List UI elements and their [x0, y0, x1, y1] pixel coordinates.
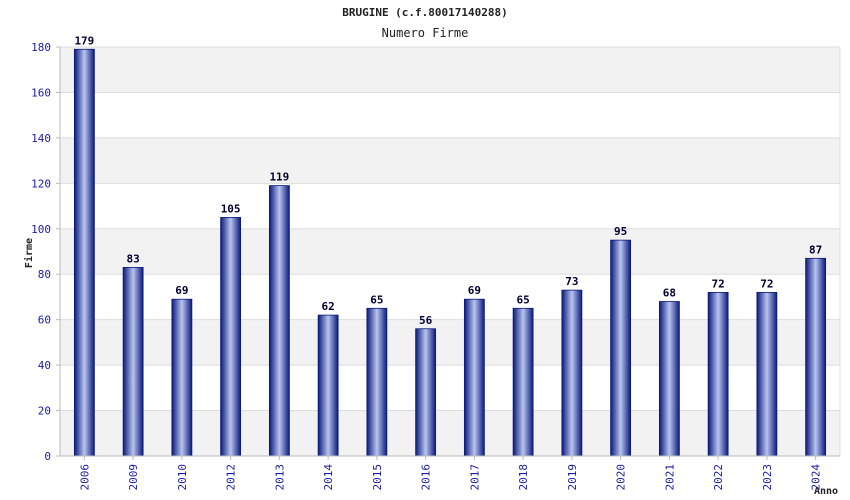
y-tick-label: 60	[38, 314, 51, 327]
bar-2013	[268, 185, 290, 457]
value-label-2015: 65	[370, 293, 383, 306]
value-label-2016: 56	[419, 314, 433, 327]
bar-2019	[561, 289, 583, 457]
x-tick-label-2006: 2006	[78, 464, 91, 491]
bar-2009	[122, 267, 144, 457]
bar-2020	[610, 239, 632, 457]
value-label-2023: 72	[760, 277, 773, 290]
value-label-2024: 87	[809, 243, 822, 256]
y-tick-label: 160	[31, 86, 51, 99]
y-axis-label: Firme	[23, 238, 35, 268]
value-label-2009: 83	[127, 252, 140, 265]
y-tick-label: 0	[44, 450, 51, 463]
x-tick-label-2019: 2019	[566, 464, 579, 491]
value-label-2010: 69	[175, 284, 188, 297]
value-label-2012: 105	[221, 202, 241, 215]
x-tick-label-2021: 2021	[663, 464, 676, 491]
bar-2014	[317, 314, 339, 457]
bar-2006	[73, 48, 95, 457]
bar-2017	[463, 298, 485, 457]
value-label-2006: 179	[74, 34, 94, 47]
chart-title: BRUGINE (c.f.80017140288)	[342, 6, 508, 19]
y-tick-label: 80	[38, 268, 51, 281]
x-tick-label-2017: 2017	[468, 464, 481, 491]
value-label-2020: 95	[614, 225, 627, 238]
x-tick-label-2024: 2024	[810, 464, 823, 491]
grid-band	[60, 47, 840, 93]
grid-band	[60, 137, 840, 184]
x-tick-label-2014: 2014	[322, 464, 335, 491]
x-axis-label: Anno	[814, 486, 838, 497]
y-tick-label: 40	[38, 359, 51, 372]
grid-band	[60, 228, 840, 275]
bar-2016	[415, 328, 437, 457]
y-tick-label: 180	[31, 41, 51, 54]
bar-2021	[658, 301, 680, 457]
value-labels: 179 83 69 105 119 62 65 56 69 65 73 95 68 72 72 87	[74, 34, 822, 326]
bars	[73, 48, 827, 457]
bar-2023	[756, 291, 778, 457]
value-label-2017: 69	[468, 284, 481, 297]
y-tick-label: 120	[31, 177, 51, 190]
x-tick-label-2010: 2010	[176, 464, 189, 491]
y-tick-label: 20	[38, 405, 51, 418]
bar-2012	[220, 217, 242, 457]
x-tick-label-2009: 2009	[127, 464, 140, 491]
chart-subtitle: Numero Firme	[382, 26, 469, 40]
y-axis: 0 20 40 60 80 100 120 140 160 180	[31, 41, 61, 463]
bar-2024	[805, 257, 827, 457]
bar-2010	[171, 298, 193, 457]
value-label-2022: 72	[712, 277, 725, 290]
value-label-2013: 119	[269, 171, 289, 184]
x-axis: 2006 2009 2010 2012 2013 2014 2015 2016 2017 2018…	[60, 455, 840, 491]
x-tick-label-2020: 2020	[615, 464, 628, 491]
value-label-2018: 65	[517, 293, 530, 306]
y-tick-label: 100	[31, 223, 51, 236]
x-tick-label-2012: 2012	[225, 464, 238, 491]
x-tick-label-2023: 2023	[761, 464, 774, 491]
x-tick-label-2016: 2016	[420, 464, 433, 491]
x-tick-label-2018: 2018	[517, 464, 530, 491]
value-label-2014: 62	[322, 300, 335, 313]
y-tick-label: 140	[31, 132, 51, 145]
x-tick-label-2013: 2013	[273, 464, 286, 491]
bar-2022	[707, 291, 729, 457]
x-tick-label-2015: 2015	[371, 464, 384, 491]
value-label-2021: 68	[663, 286, 676, 299]
value-label-2019: 73	[565, 275, 578, 288]
x-tick-label-2022: 2022	[712, 464, 725, 491]
bar-2018	[512, 307, 534, 457]
bar-2015	[366, 307, 388, 457]
